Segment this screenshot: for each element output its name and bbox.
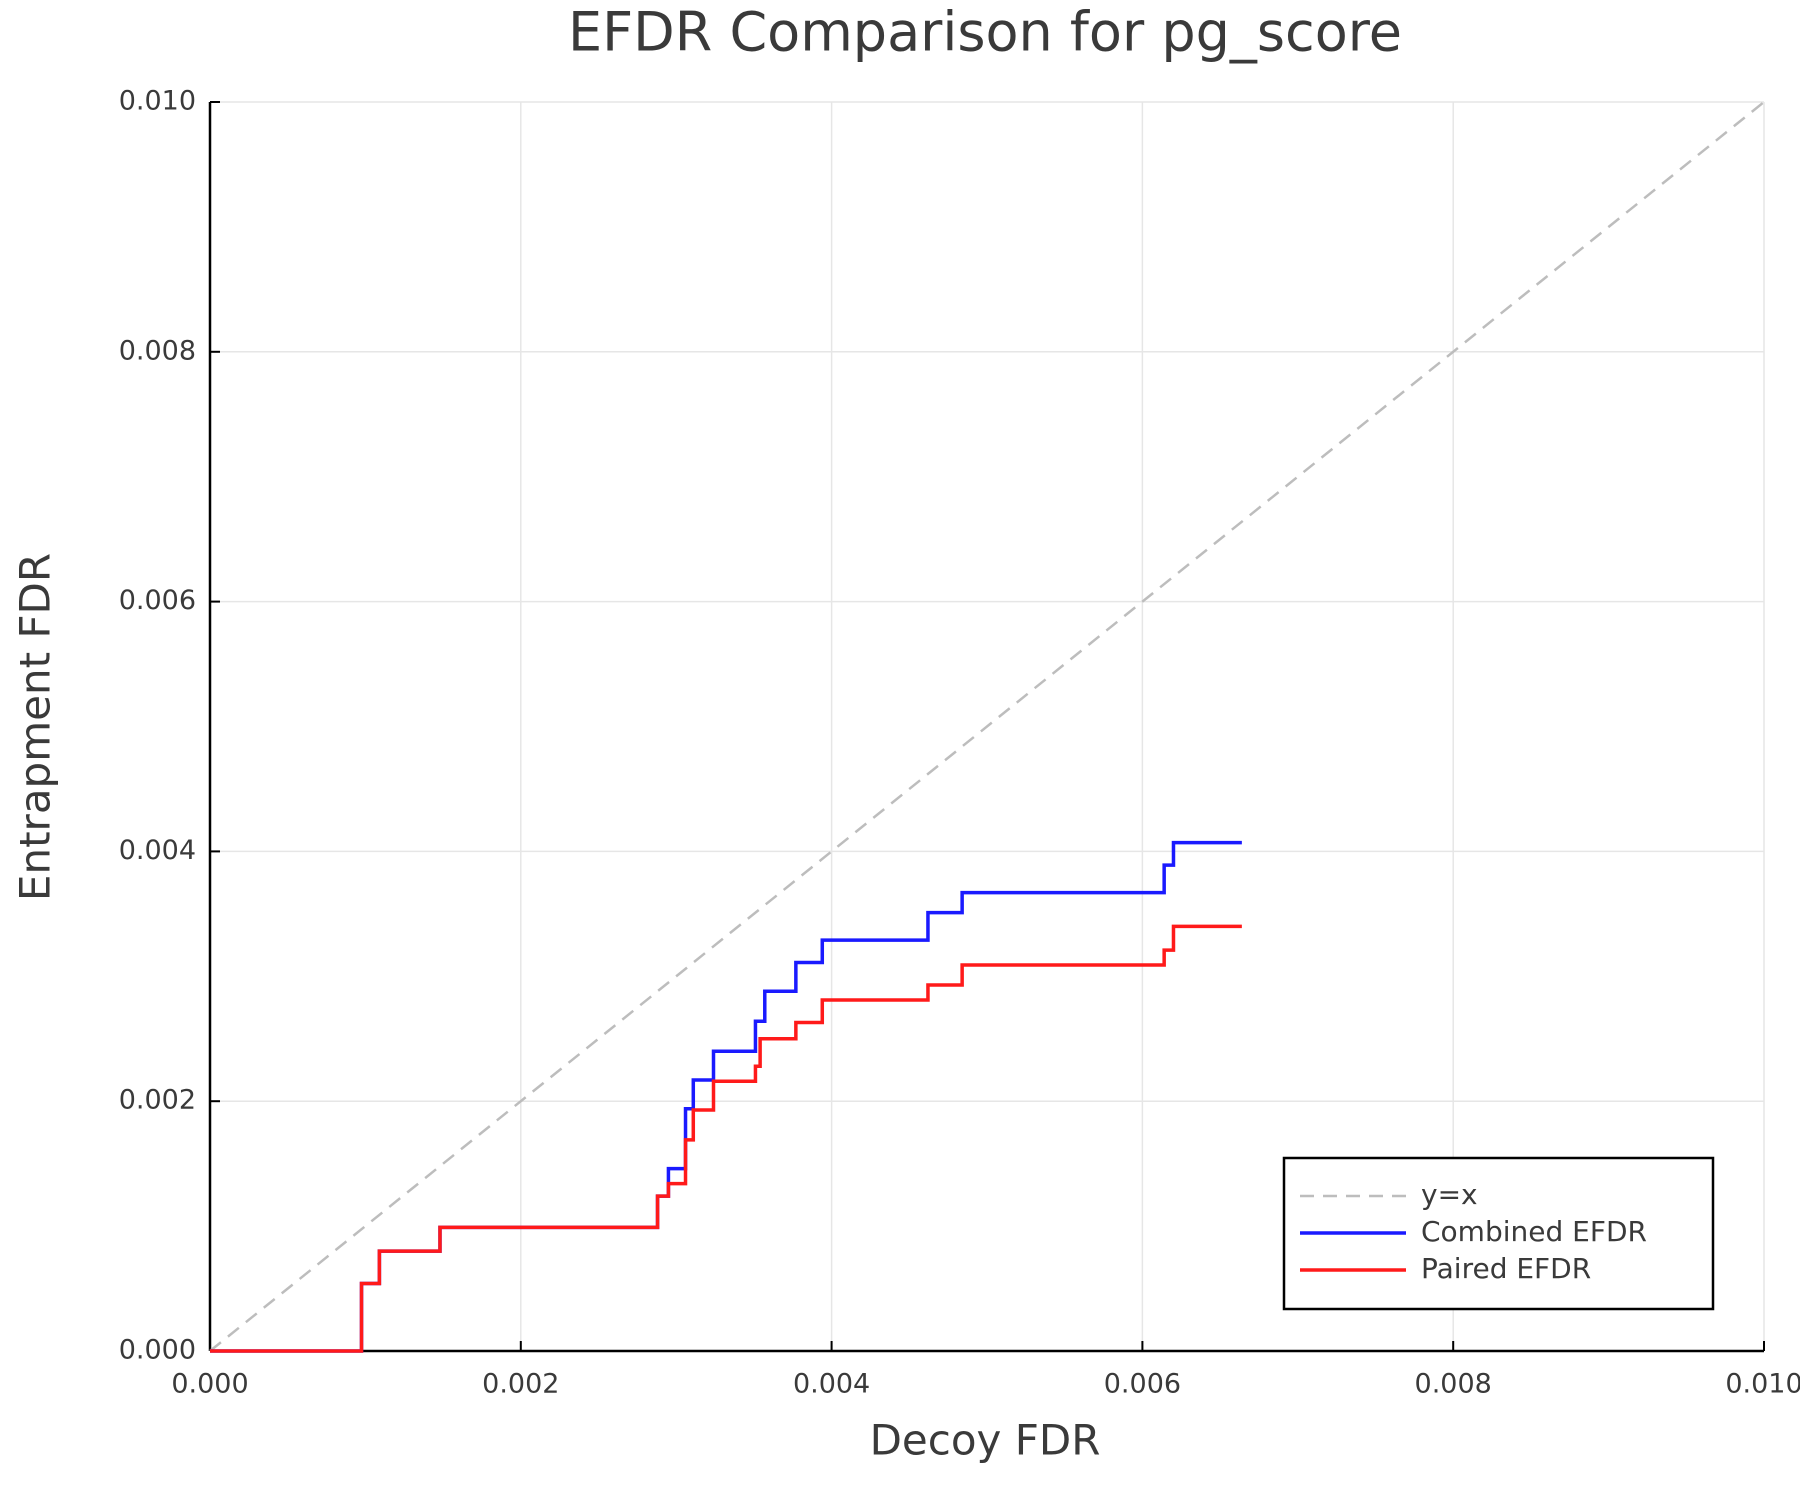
chart-title: EFDR Comparison for pg_score <box>568 1 1402 64</box>
x-tick-label: 0.004 <box>793 1369 870 1400</box>
data-line <box>210 840 1242 1353</box>
x-tick-label: 0.010 <box>1725 1369 1800 1400</box>
y-tick-label: 0.006 <box>119 585 196 616</box>
data-line <box>210 924 1242 1353</box>
legend: y=x Combined EFDR Paired EFDR <box>1282 1156 1715 1311</box>
y-axis-label: Entrapment FDR <box>11 553 60 901</box>
x-tick-label: 0.000 <box>171 1369 248 1400</box>
legend-label: Paired EFDR <box>1421 1252 1591 1285</box>
y-tick-label: 0.008 <box>119 335 196 366</box>
legend-label: Combined EFDR <box>1421 1215 1647 1248</box>
y-tick-label: 0.000 <box>119 1335 196 1366</box>
legend-label: y=x <box>1421 1178 1478 1211</box>
x-tick-label: 0.008 <box>1415 1369 1492 1400</box>
data-line <box>209 101 1765 1352</box>
x-axis-label: Decoy FDR <box>870 1416 1101 1465</box>
x-tick-label: 0.006 <box>1104 1369 1181 1400</box>
x-tick-label: 0.002 <box>482 1369 559 1400</box>
y-tick-label: 0.010 <box>119 86 196 117</box>
y-tick-label: 0.004 <box>119 835 196 866</box>
y-tick-label: 0.002 <box>119 1085 196 1116</box>
